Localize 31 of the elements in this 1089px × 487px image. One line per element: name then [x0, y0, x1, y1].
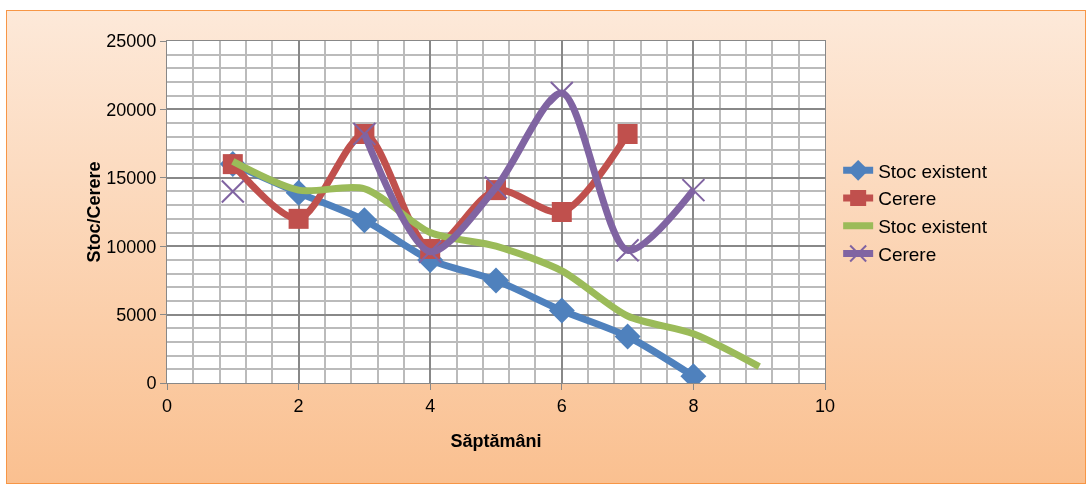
- y-axis-title: Stoc/Cerere: [84, 161, 105, 263]
- legend-label: Stoc existent: [878, 216, 988, 238]
- y-tick-label: 15000: [106, 168, 157, 189]
- legend-label: Cerere: [878, 188, 937, 210]
- x-tick-label: 2: [293, 395, 304, 416]
- point: [484, 175, 508, 200]
- point: [418, 239, 443, 264]
- point: [681, 178, 706, 203]
- x-axis-title: Săptămâni: [450, 431, 542, 451]
- point: [288, 208, 309, 229]
- point: [548, 297, 575, 324]
- point: [614, 323, 641, 350]
- point: [351, 207, 378, 234]
- point: [617, 124, 638, 145]
- x-tick-label: 4: [425, 395, 436, 416]
- x-tick-label: 6: [556, 395, 567, 416]
- x-tick-label: 8: [688, 395, 699, 416]
- y-tick-label: 0: [146, 373, 157, 394]
- point: [615, 238, 640, 263]
- y-tick-label: 25000: [106, 31, 157, 52]
- point: [220, 179, 245, 204]
- point: [551, 202, 572, 222]
- legend-label: Cerere: [878, 243, 937, 265]
- point: [549, 80, 574, 105]
- y-tick-label: 10000: [106, 236, 157, 257]
- legend-label: Stoc existent: [878, 160, 988, 182]
- point: [483, 267, 509, 294]
- y-tick-label: 5000: [116, 304, 157, 325]
- x-tick-label: 10: [814, 395, 836, 416]
- y-tick-label: 20000: [106, 99, 157, 120]
- x-tick-label: 0: [161, 395, 173, 416]
